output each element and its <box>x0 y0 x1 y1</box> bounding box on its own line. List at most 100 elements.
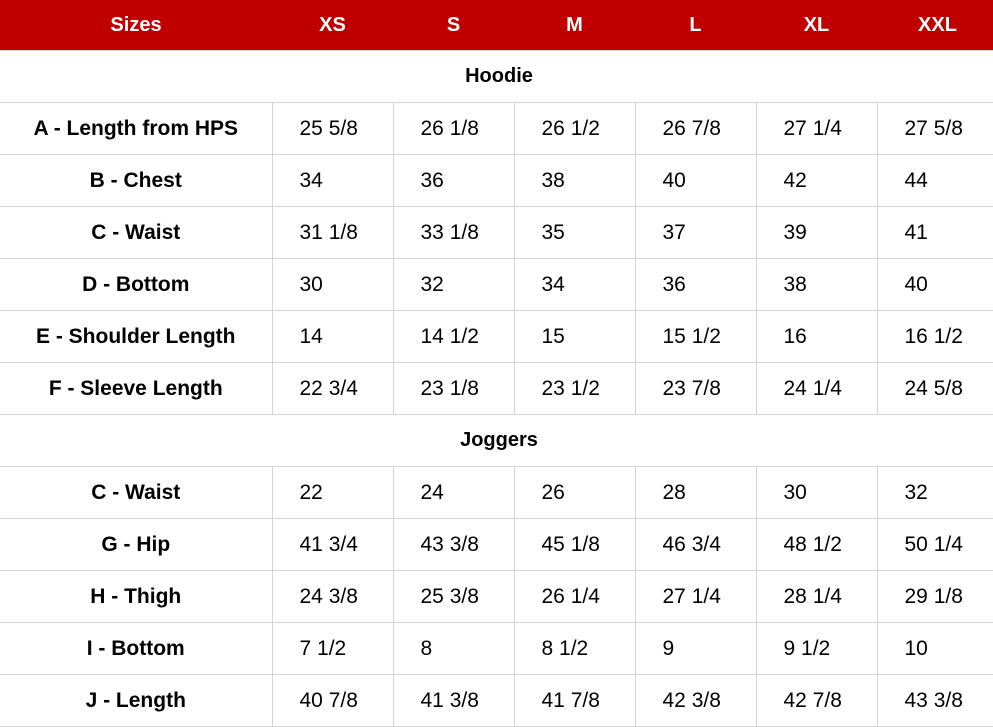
size-header-m: M <box>514 0 635 51</box>
measurement-value: 28 <box>634 466 757 519</box>
measurement-value: 24 3/8 <box>271 570 394 623</box>
measurement-value: 41 7/8 <box>513 674 636 727</box>
table-row: C - Waist 31 1/8 33 1/8 35 37 39 41 <box>0 206 993 259</box>
table-row: B - Chest 34 36 38 40 42 44 <box>0 154 993 207</box>
measurement-value: 14 1/2 <box>392 310 515 363</box>
measurement-value: 24 <box>392 466 515 519</box>
measurement-value: 40 7/8 <box>271 674 394 727</box>
measurement-label: E - Shoulder Length <box>0 310 273 363</box>
table-row: F - Sleeve Length 22 3/4 23 1/8 23 1/2 23 7/… <box>0 362 993 415</box>
measurement-value: 46 3/4 <box>634 518 757 571</box>
size-header-xl: XL <box>756 0 877 51</box>
measurement-value: 34 <box>513 258 636 311</box>
measurement-value: 23 1/8 <box>392 362 515 415</box>
measurement-value: 8 1/2 <box>513 622 636 675</box>
measurement-value: 15 1/2 <box>634 310 757 363</box>
measurement-value: 34 <box>271 154 394 207</box>
measurement-value: 32 <box>392 258 515 311</box>
header-row: Sizes XS S M L XL XXL <box>0 0 993 51</box>
measurement-value: 33 1/8 <box>392 206 515 259</box>
section-title: Hoodie <box>0 50 993 103</box>
table-row: J - Length 40 7/8 41 3/8 41 7/8 42 3/8 42 7/8… <box>0 674 993 727</box>
measurement-label: I - Bottom <box>0 622 273 675</box>
measurement-value: 37 <box>634 206 757 259</box>
sizes-header: Sizes <box>0 0 272 51</box>
table-row: H - Thigh 24 3/8 25 3/8 26 1/4 27 1/4 28 1/4 2… <box>0 570 993 623</box>
measurement-value: 45 1/8 <box>513 518 636 571</box>
measurement-value: 31 1/8 <box>271 206 394 259</box>
measurement-value: 15 <box>513 310 636 363</box>
measurement-label: C - Waist <box>0 206 273 259</box>
measurement-value: 41 <box>876 206 993 259</box>
measurement-value: 35 <box>513 206 636 259</box>
table-row: G - Hip 41 3/4 43 3/8 45 1/8 46 3/4 48 1/2 50 … <box>0 518 993 571</box>
measurement-label: G - Hip <box>0 518 273 571</box>
measurement-label: B - Chest <box>0 154 273 207</box>
size-header-s: S <box>393 0 514 51</box>
section-row: Hoodie <box>0 50 993 103</box>
measurement-value: 26 1/2 <box>513 102 636 155</box>
measurement-value: 10 <box>876 622 993 675</box>
measurement-value: 32 <box>876 466 993 519</box>
measurement-label: H - Thigh <box>0 570 273 623</box>
measurement-value: 40 <box>634 154 757 207</box>
table-row: A - Length from HPS 25 5/8 26 1/8 26 1/2 26 … <box>0 102 993 155</box>
measurement-value: 24 5/8 <box>876 362 993 415</box>
measurement-value: 48 1/2 <box>755 518 878 571</box>
measurement-label: F - Sleeve Length <box>0 362 273 415</box>
measurement-value: 44 <box>876 154 993 207</box>
measurement-label: J - Length <box>0 674 273 727</box>
measurement-value: 41 3/8 <box>392 674 515 727</box>
measurement-value: 43 3/8 <box>876 674 993 727</box>
measurement-value: 27 1/4 <box>755 102 878 155</box>
measurement-label: A - Length from HPS <box>0 102 273 155</box>
measurement-value: 22 <box>271 466 394 519</box>
table-row: I - Bottom 7 1/2 8 8 1/2 9 9 1/2 10 <box>0 622 993 675</box>
size-header-l: L <box>635 0 756 51</box>
section-title: Joggers <box>0 414 993 467</box>
measurement-value: 36 <box>392 154 515 207</box>
measurement-value: 8 <box>392 622 515 675</box>
measurement-value: 26 1/4 <box>513 570 636 623</box>
measurement-value: 23 1/2 <box>513 362 636 415</box>
measurement-value: 22 3/4 <box>271 362 394 415</box>
measurement-value: 27 5/8 <box>876 102 993 155</box>
measurement-value: 41 3/4 <box>271 518 394 571</box>
section-row: Joggers <box>0 414 993 467</box>
measurement-value: 28 1/4 <box>755 570 878 623</box>
measurement-label: D - Bottom <box>0 258 273 311</box>
measurement-value: 16 <box>755 310 878 363</box>
table-row: C - Waist 22 24 26 28 30 32 <box>0 466 993 519</box>
size-header-xs: XS <box>272 0 393 51</box>
measurement-value: 30 <box>755 466 878 519</box>
measurement-value: 7 1/2 <box>271 622 394 675</box>
measurement-value: 38 <box>755 258 878 311</box>
measurement-value: 29 1/8 <box>876 570 993 623</box>
measurement-value: 27 1/4 <box>634 570 757 623</box>
measurement-value: 26 7/8 <box>634 102 757 155</box>
measurement-value: 25 5/8 <box>271 102 394 155</box>
measurement-value: 9 1/2 <box>755 622 878 675</box>
measurement-value: 9 <box>634 622 757 675</box>
measurement-value: 23 7/8 <box>634 362 757 415</box>
measurement-value: 30 <box>271 258 394 311</box>
measurement-value: 24 1/4 <box>755 362 878 415</box>
table-row: E - Shoulder Length 14 14 1/2 15 15 1/2 16 16 … <box>0 310 993 363</box>
size-header-xxl: XXL <box>877 0 993 51</box>
measurement-label: C - Waist <box>0 466 273 519</box>
measurement-value: 42 3/8 <box>634 674 757 727</box>
measurement-value: 39 <box>755 206 878 259</box>
measurement-value: 14 <box>271 310 394 363</box>
measurement-value: 43 3/8 <box>392 518 515 571</box>
measurement-value: 16 1/2 <box>876 310 993 363</box>
measurement-value: 42 <box>755 154 878 207</box>
measurement-value: 26 <box>513 466 636 519</box>
table-row: D - Bottom 30 32 34 36 38 40 <box>0 258 993 311</box>
measurement-value: 50 1/4 <box>876 518 993 571</box>
measurement-value: 26 1/8 <box>392 102 515 155</box>
measurement-value: 42 7/8 <box>755 674 878 727</box>
measurement-value: 40 <box>876 258 993 311</box>
measurement-value: 36 <box>634 258 757 311</box>
measurement-value: 38 <box>513 154 636 207</box>
